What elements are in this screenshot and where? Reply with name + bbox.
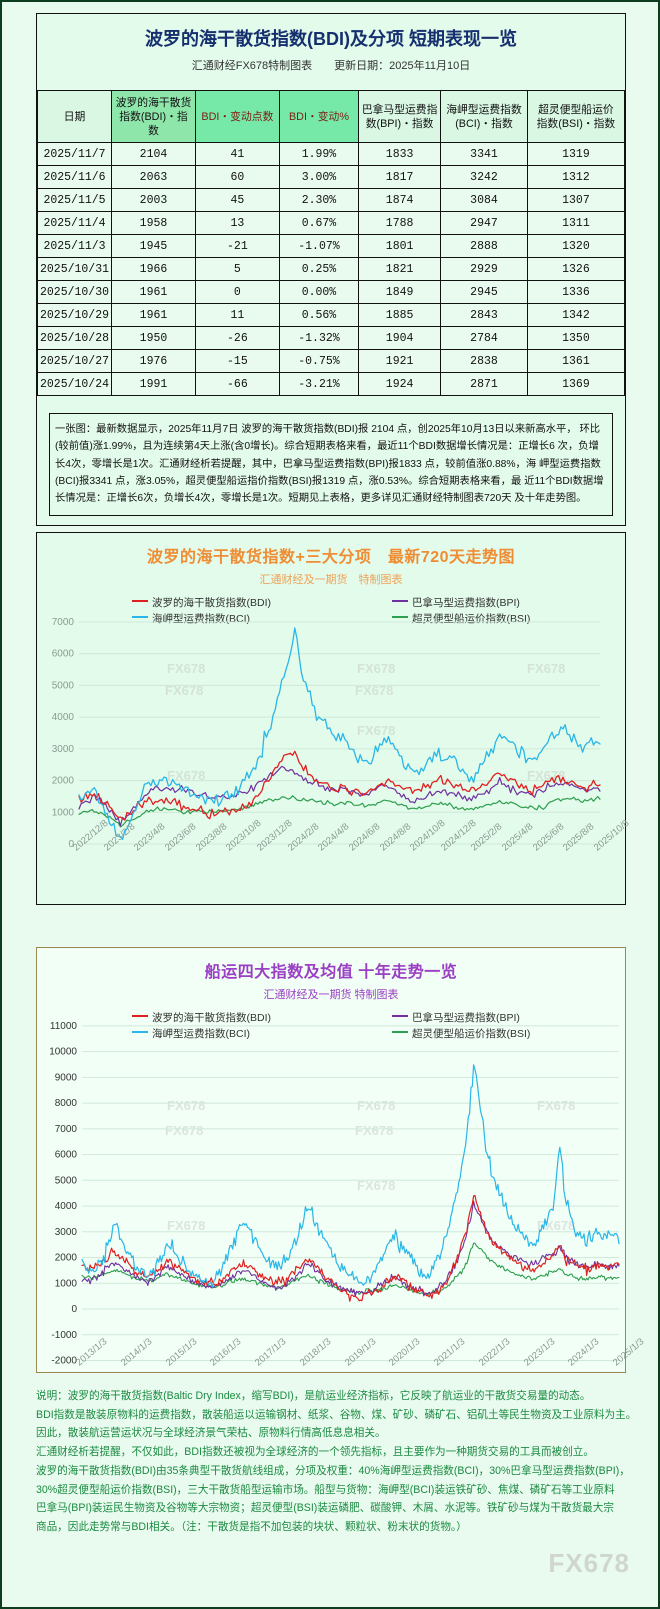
svg-text:4000: 4000 xyxy=(52,712,75,723)
svg-text:10000: 10000 xyxy=(49,1047,77,1058)
svg-text:-2000: -2000 xyxy=(51,1356,77,1367)
svg-text:9000: 9000 xyxy=(55,1072,78,1083)
svg-text:6000: 6000 xyxy=(52,649,75,660)
svg-text:4000: 4000 xyxy=(55,1201,78,1212)
svg-text:0: 0 xyxy=(71,1304,77,1315)
svg-text:1000: 1000 xyxy=(55,1278,78,1289)
svg-text:7000: 7000 xyxy=(52,617,75,628)
svg-text:6000: 6000 xyxy=(55,1150,78,1161)
svg-text:2000: 2000 xyxy=(55,1253,78,1264)
svg-text:11000: 11000 xyxy=(50,1021,78,1032)
svg-text:1000: 1000 xyxy=(52,807,75,818)
svg-text:7000: 7000 xyxy=(55,1124,78,1135)
svg-text:3000: 3000 xyxy=(52,744,75,755)
svg-text:8000: 8000 xyxy=(55,1098,78,1109)
svg-text:-1000: -1000 xyxy=(51,1330,77,1341)
svg-text:2000: 2000 xyxy=(52,776,75,787)
svg-text:5000: 5000 xyxy=(52,680,75,691)
svg-text:3000: 3000 xyxy=(55,1227,78,1238)
svg-text:5000: 5000 xyxy=(55,1175,78,1186)
